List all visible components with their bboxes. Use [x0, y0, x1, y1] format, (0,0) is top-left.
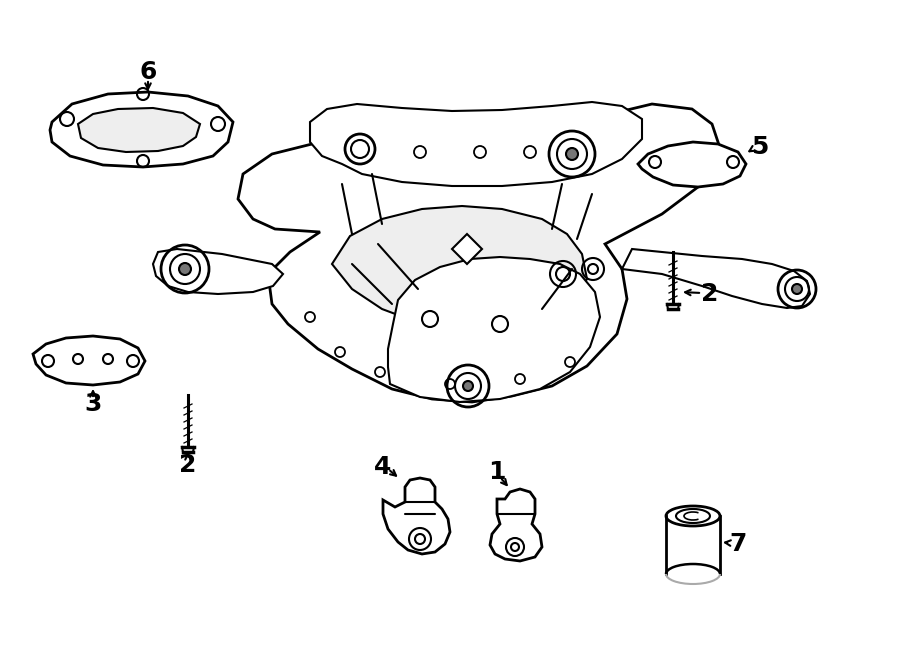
Polygon shape	[153, 249, 283, 294]
Text: 6: 6	[140, 60, 157, 84]
Polygon shape	[383, 478, 450, 554]
Text: 2: 2	[179, 453, 197, 477]
Polygon shape	[310, 102, 642, 186]
Polygon shape	[332, 206, 587, 331]
Polygon shape	[388, 257, 600, 402]
Text: 5: 5	[752, 135, 769, 159]
Circle shape	[566, 148, 578, 160]
Polygon shape	[638, 142, 746, 187]
Circle shape	[792, 284, 802, 294]
Text: 2: 2	[701, 282, 719, 306]
Polygon shape	[622, 249, 810, 308]
Polygon shape	[238, 104, 722, 402]
Polygon shape	[452, 234, 482, 264]
Text: 3: 3	[85, 392, 102, 416]
Polygon shape	[33, 336, 145, 385]
Polygon shape	[78, 108, 200, 152]
Polygon shape	[490, 489, 542, 561]
Text: 7: 7	[729, 532, 747, 556]
Text: 4: 4	[374, 455, 392, 479]
Circle shape	[463, 381, 473, 391]
Circle shape	[179, 263, 191, 275]
Text: 1: 1	[488, 460, 506, 484]
Polygon shape	[50, 92, 233, 167]
